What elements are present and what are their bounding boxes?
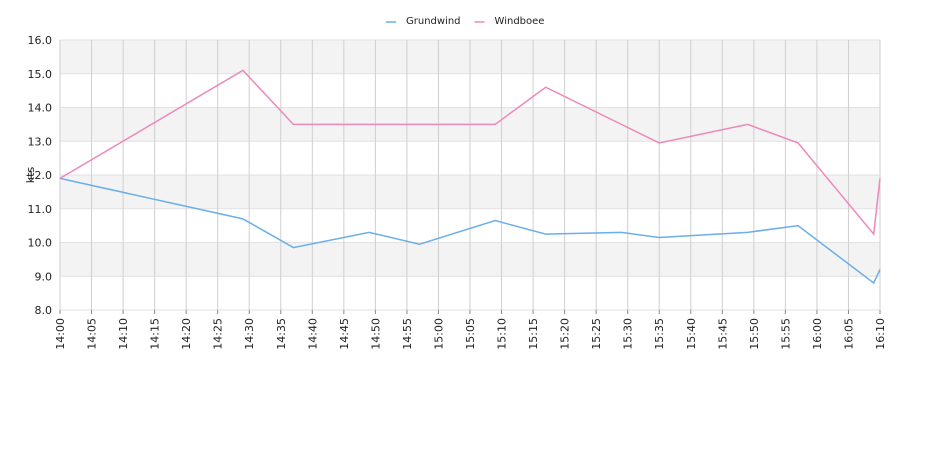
x-tick-label: 14:45 [338, 318, 351, 350]
x-tick-label: 14:05 [86, 318, 99, 350]
x-tick-label: 15:40 [685, 318, 698, 350]
x-tick-label: 14:25 [212, 318, 225, 350]
x-tick-label: 14:55 [401, 318, 414, 350]
x-tick-label: 15:00 [432, 318, 445, 350]
x-tick-label: 14:40 [306, 318, 319, 350]
x-tick-label: 15:20 [559, 318, 572, 350]
x-tick-label: 15:35 [653, 318, 666, 350]
series-line [59, 69, 881, 236]
x-tick-label: 15:05 [464, 318, 477, 350]
y-tick-label: 12.0 [28, 169, 53, 182]
series-line [59, 177, 881, 285]
x-tick-label: 16:05 [842, 318, 855, 350]
x-tick-label: 14:35 [275, 318, 288, 350]
x-tick-label: 14:30 [243, 318, 256, 350]
y-tick-label: 8.0 [35, 304, 53, 317]
y-tick-label: 13.0 [28, 135, 53, 148]
legend-label: Windboee [495, 16, 545, 27]
x-tick-label: 15:10 [496, 318, 509, 350]
x-tick-label: 14:20 [180, 318, 193, 350]
x-tick-label: 15:45 [716, 318, 729, 350]
y-tick-label: 11.0 [28, 203, 53, 216]
legend-label: Grundwind [406, 16, 461, 27]
x-tick-label: 15:55 [779, 318, 792, 350]
x-tick-label: 14:15 [149, 318, 162, 350]
y-tick-label: 14.0 [28, 102, 53, 115]
x-tick-label: 15:15 [527, 318, 540, 350]
y-tick-label: 10.0 [28, 237, 53, 250]
x-tick-label: 16:10 [874, 318, 887, 350]
x-tick-label: 15:50 [748, 318, 761, 350]
y-tick-label: 16.0 [28, 34, 53, 47]
x-tick-label: 14:10 [117, 318, 130, 350]
x-tick-label: 14:50 [369, 318, 382, 350]
x-tick-label: 16:00 [811, 318, 824, 350]
x-tick-label: 15:30 [622, 318, 635, 350]
x-tick-label: 15:25 [590, 318, 603, 350]
x-tick-label: 14:00 [54, 318, 67, 350]
y-tick-label: 15.0 [28, 68, 53, 81]
y-tick-label: 9.0 [35, 270, 53, 283]
y-axis-label: kts [24, 167, 37, 184]
